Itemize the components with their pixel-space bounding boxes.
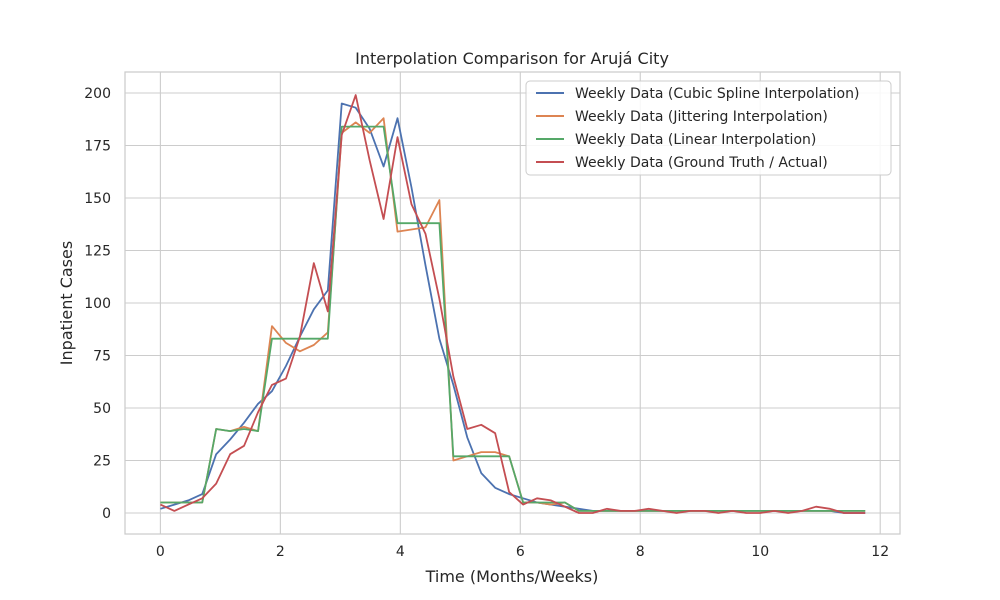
x-tick-label: 8 bbox=[636, 544, 645, 560]
x-tick-label: 2 bbox=[276, 544, 285, 560]
x-tick-label: 4 bbox=[396, 544, 405, 560]
y-tick-label: 175 bbox=[84, 139, 111, 155]
y-tick-label: 25 bbox=[93, 454, 111, 470]
x-axis-label: Time (Months/Weeks) bbox=[425, 567, 599, 586]
chart-title: Interpolation Comparison for Arujá City bbox=[355, 49, 669, 68]
x-tick-label: 0 bbox=[156, 544, 165, 560]
y-tick-label: 150 bbox=[84, 191, 111, 207]
legend-label-2: Weekly Data (Jittering Interpolation) bbox=[575, 109, 828, 125]
x-tick-label: 12 bbox=[871, 544, 889, 560]
plot-frame bbox=[124, 71, 901, 535]
x-tick-label: 6 bbox=[516, 544, 525, 560]
series-line-4 bbox=[160, 94, 866, 514]
legend-label-3: Weekly Data (Linear Interpolation) bbox=[575, 132, 816, 148]
y-tick-label: 200 bbox=[84, 86, 111, 102]
y-tick-label: 125 bbox=[84, 244, 111, 260]
x-tick-label: 10 bbox=[751, 544, 769, 560]
tick-labels: 0 2 4 6 8 10 12 0 25 50 75 100 125 150 175 200 bbox=[84, 86, 889, 560]
y-tick-label: 0 bbox=[102, 506, 111, 522]
legend-label-1: Weekly Data (Cubic Spline Interpolation) bbox=[575, 86, 859, 102]
series-lines bbox=[160, 94, 866, 514]
series-line-3 bbox=[160, 125, 866, 512]
y-tick-label: 50 bbox=[93, 401, 111, 417]
legend-box bbox=[525, 80, 892, 176]
y-tick-label: 75 bbox=[93, 349, 111, 365]
legend-label-4: Weekly Data (Ground Truth / Actual) bbox=[575, 155, 828, 171]
legend: Weekly Data (Cubic Spline Interpolation)… bbox=[525, 80, 892, 176]
y-tick-label: 100 bbox=[84, 296, 111, 312]
y-axis-label: Inpatient Cases bbox=[57, 241, 76, 365]
